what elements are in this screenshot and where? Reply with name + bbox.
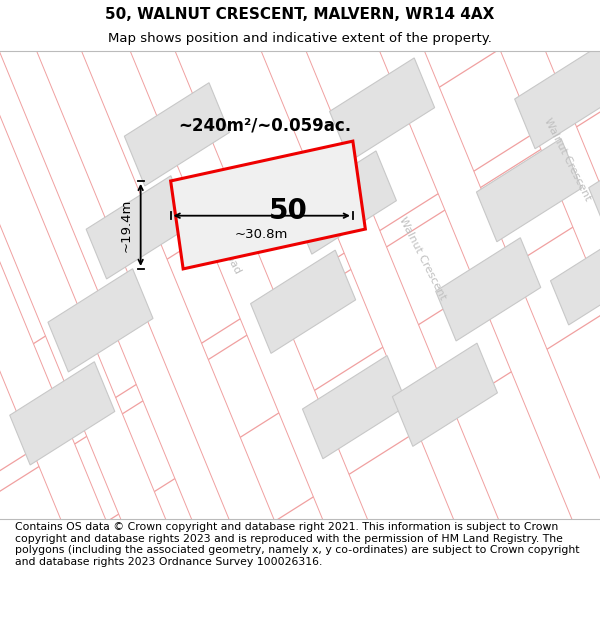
Polygon shape — [124, 82, 229, 186]
Polygon shape — [0, 0, 510, 625]
Text: Map shows position and indicative extent of the property.: Map shows position and indicative extent… — [108, 32, 492, 45]
Polygon shape — [10, 0, 590, 625]
Polygon shape — [0, 0, 430, 625]
Text: Peachfield Road: Peachfield Road — [193, 191, 242, 276]
Text: 50: 50 — [269, 198, 307, 225]
Polygon shape — [48, 269, 153, 372]
Polygon shape — [150, 0, 600, 523]
Polygon shape — [13, 0, 600, 625]
Polygon shape — [0, 0, 270, 625]
Text: Walnut Crescent: Walnut Crescent — [542, 116, 592, 202]
Polygon shape — [392, 343, 497, 446]
Polygon shape — [476, 139, 581, 242]
Polygon shape — [436, 238, 541, 341]
Text: Walnut Crescent: Walnut Crescent — [397, 215, 447, 301]
Polygon shape — [86, 176, 191, 279]
Polygon shape — [550, 241, 600, 325]
Text: 50, WALNUT CRESCENT, MALVERN, WR14 4AX: 50, WALNUT CRESCENT, MALVERN, WR14 4AX — [106, 7, 494, 22]
Text: ~19.4m: ~19.4m — [119, 198, 133, 252]
Polygon shape — [515, 46, 600, 149]
Polygon shape — [170, 141, 365, 269]
Polygon shape — [0, 0, 350, 625]
Polygon shape — [292, 151, 397, 254]
Polygon shape — [10, 362, 115, 465]
Polygon shape — [589, 148, 600, 232]
Polygon shape — [80, 0, 600, 625]
Polygon shape — [251, 250, 356, 353]
Polygon shape — [0, 0, 340, 625]
Text: ~30.8m: ~30.8m — [235, 228, 289, 241]
Text: ~240m²/~0.059ac.: ~240m²/~0.059ac. — [178, 116, 352, 134]
Text: Contains OS data © Crown copyright and database right 2021. This information is : Contains OS data © Crown copyright and d… — [15, 522, 580, 567]
Polygon shape — [329, 58, 434, 161]
Polygon shape — [302, 356, 407, 459]
